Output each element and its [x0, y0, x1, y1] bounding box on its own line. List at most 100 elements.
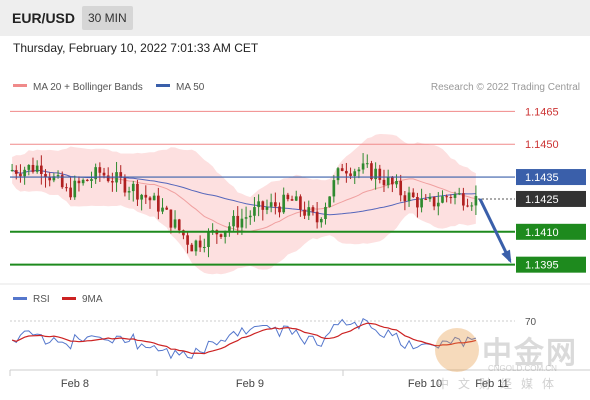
watermark-url: CNGOLD.COM.CN: [488, 364, 557, 373]
candle-body: [261, 201, 265, 210]
candle-body: [65, 187, 68, 189]
candle-body: [462, 193, 465, 206]
candle-body: [165, 207, 169, 210]
candle-body: [173, 219, 177, 228]
candle-body: [81, 179, 85, 184]
candle: [198, 235, 202, 252]
candle: [111, 172, 114, 192]
watermark-brand: 中金网: [482, 337, 578, 370]
candle-body: [98, 167, 102, 173]
candle: [449, 194, 453, 204]
forecast-arrow: [478, 198, 512, 262]
ma20-legend-label: MA 20 + Bollinger Bands: [33, 82, 143, 93]
candle: [365, 154, 369, 168]
candle: [48, 172, 52, 187]
candle: [65, 183, 68, 192]
candle: [81, 178, 85, 186]
candle-body: [111, 181, 114, 183]
candle-body: [365, 163, 369, 165]
candle: [311, 205, 315, 216]
candle: [407, 186, 411, 207]
candle-body: [407, 192, 411, 202]
level-label-resistance: 1.1450: [525, 139, 559, 151]
candle: [31, 157, 35, 174]
candle-body: [315, 211, 319, 223]
candle: [98, 162, 102, 182]
candle-body: [48, 177, 52, 181]
candle: [399, 174, 403, 202]
ma50-legend-label: MA 50: [176, 82, 205, 93]
candle-body: [102, 172, 106, 176]
candle-body: [186, 235, 189, 245]
candle-body: [94, 167, 97, 180]
candle: [391, 175, 394, 193]
x-label-feb8: Feb 8: [61, 378, 89, 390]
candle-body: [14, 170, 18, 174]
candle: [386, 169, 390, 189]
candle-body: [324, 206, 327, 220]
candle: [353, 168, 357, 185]
ma9-legend-swatch: [62, 297, 76, 300]
candle: [411, 188, 415, 198]
rsi-pane: [11, 317, 477, 360]
candle-body: [457, 193, 461, 195]
price-pane: [10, 134, 478, 275]
candle-body: [420, 198, 423, 208]
candle-body: [357, 169, 361, 172]
candle-body: [257, 201, 260, 208]
candle: [403, 190, 407, 211]
candle-body: [177, 219, 181, 231]
candle: [240, 208, 244, 235]
level-badge-current: [516, 190, 586, 207]
ma9-legend-label: 9MA: [82, 294, 103, 305]
candle-body: [90, 179, 93, 181]
candle: [294, 190, 298, 202]
levels-layer: 1.1465 1.1450 1.1435 1.1425 1.1410 1.1395: [10, 106, 586, 273]
interval-button[interactable]: 30 MIN: [82, 6, 133, 30]
candle: [378, 164, 382, 184]
candle-body: [157, 195, 160, 212]
level-label-pivot: 1.1435: [525, 172, 559, 184]
candle-body: [395, 181, 398, 185]
candle-body: [386, 177, 390, 186]
candle-body: [411, 192, 415, 198]
level-label-support: 1.1395: [525, 260, 559, 272]
level-label-resistance: 1.1465: [525, 106, 559, 118]
rsi-ma9-line: [11, 322, 477, 355]
candle: [382, 169, 386, 192]
candle: [69, 177, 72, 200]
candle: [73, 175, 77, 200]
candle: [244, 206, 248, 229]
candle-body: [23, 169, 26, 177]
candle: [144, 185, 148, 204]
candle: [119, 165, 123, 184]
candle-body: [424, 198, 428, 200]
candle-body: [148, 197, 152, 201]
candle: [35, 160, 39, 174]
candle-body: [190, 244, 194, 252]
candle: [248, 210, 252, 225]
candle-body: [403, 195, 407, 202]
candle-body: [299, 196, 302, 210]
candle-body: [432, 196, 436, 207]
watermark-tagline: 中文财经媒体: [437, 377, 564, 391]
candle: [123, 174, 127, 197]
candle-body: [60, 175, 64, 188]
candle-body: [127, 191, 131, 193]
level-label-current: 1.1425: [525, 194, 559, 206]
candle-body: [449, 197, 453, 199]
candle-body: [349, 173, 352, 176]
candle: [261, 200, 265, 221]
candle: [127, 186, 131, 201]
candle-body: [265, 206, 269, 210]
candle-body: [294, 196, 298, 201]
candle: [445, 194, 448, 203]
candle-body: [470, 205, 474, 207]
candle: [307, 200, 311, 221]
candle-body: [27, 164, 31, 170]
candle-body: [361, 163, 365, 170]
candle-body: [445, 196, 448, 198]
candle-body: [40, 165, 43, 174]
candle: [282, 187, 286, 214]
